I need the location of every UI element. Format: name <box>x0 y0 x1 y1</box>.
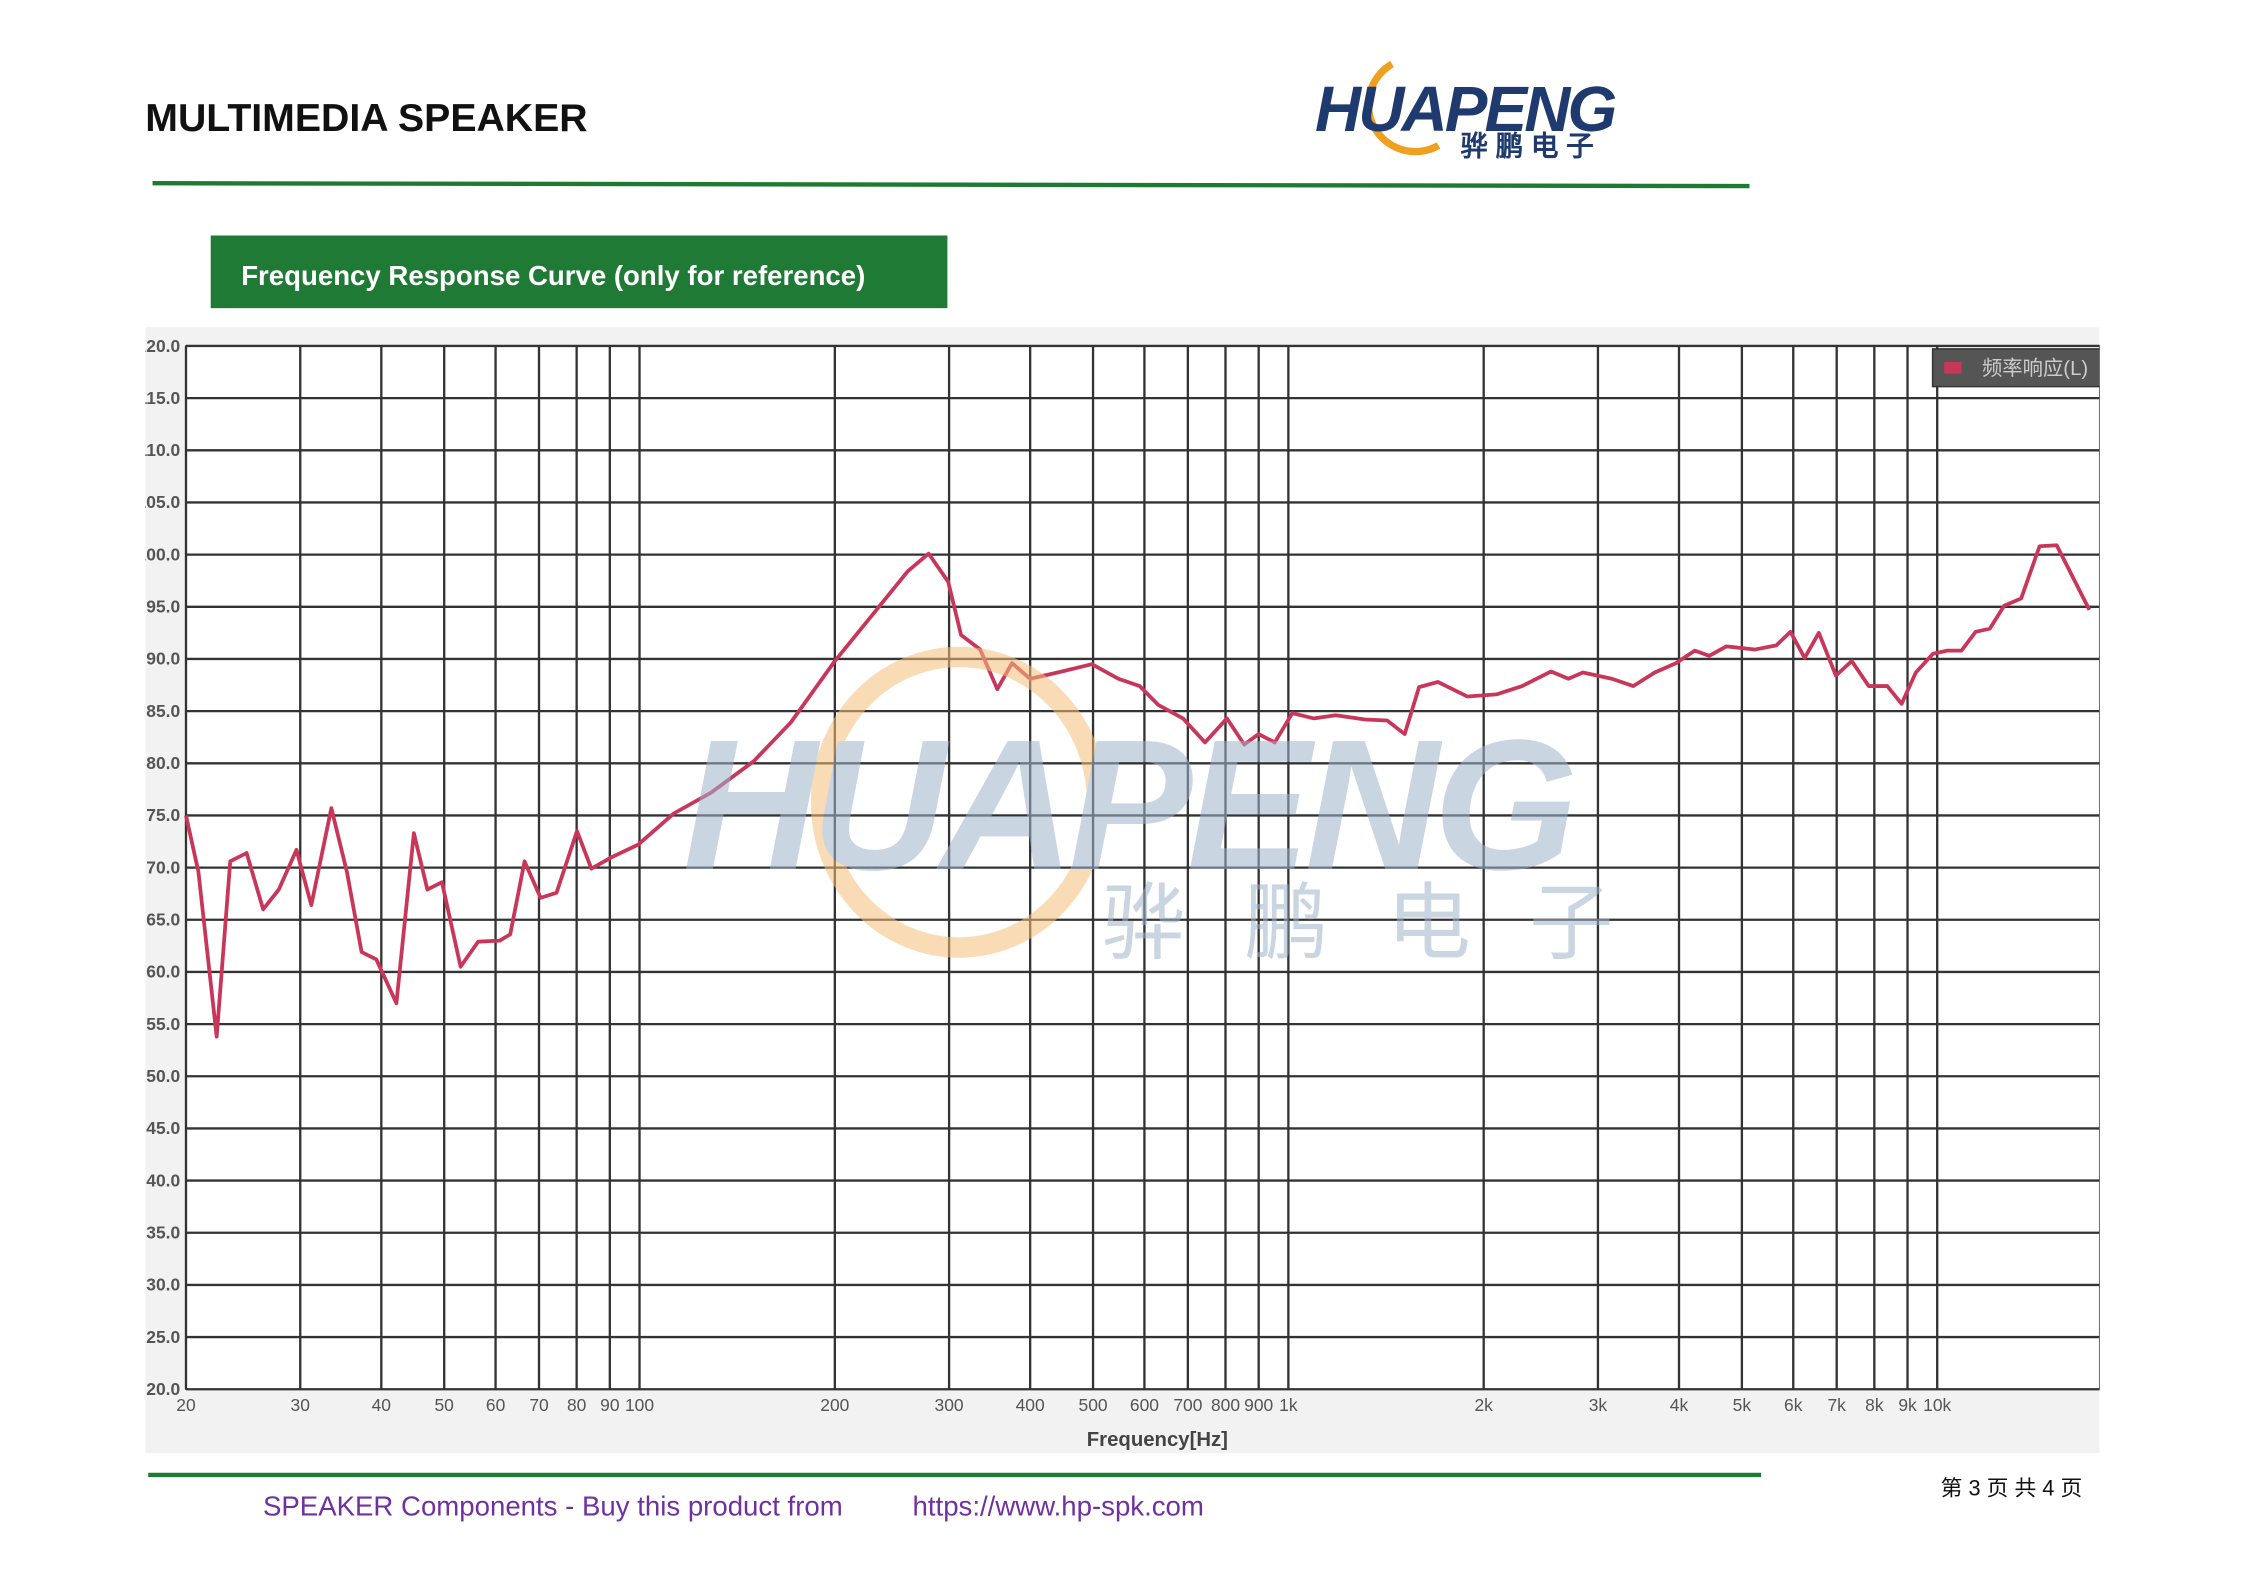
y-tick-label: 70.0 <box>146 857 180 877</box>
x-tick-label: 40 <box>372 1395 392 1415</box>
y-tick-label: 75.0 <box>146 805 180 825</box>
page-title: MULTIMEDIA SPEAKER <box>145 96 587 140</box>
watermark-subtitle: 骅 鹏 电 子 <box>1101 876 1630 970</box>
x-tick-label: 200 <box>820 1395 849 1415</box>
x-tick-label: 60 <box>486 1395 506 1415</box>
x-tick-label: 700 <box>1173 1395 1202 1415</box>
y-tick-label: 25.0 <box>146 1327 180 1347</box>
x-tick-label: 10k <box>1923 1395 1951 1415</box>
x-tick-label: 900 <box>1244 1395 1273 1415</box>
y-tick-label: 30.0 <box>146 1275 180 1295</box>
y-tick-label: 85.0 <box>146 701 180 721</box>
x-tick-label: 90 <box>600 1395 620 1415</box>
y-tick-label: 100.0 <box>137 544 181 564</box>
y-tick-label: 45.0 <box>146 1118 180 1138</box>
x-tick-label: 300 <box>935 1395 964 1415</box>
legend: 频率响应(L) <box>1931 348 2100 388</box>
x-tick-label: 100 <box>625 1395 654 1415</box>
x-tick-label: 1k <box>1279 1395 1298 1415</box>
legend-label: 频率响应(L) <box>1982 357 2088 380</box>
x-tick-label: 500 <box>1079 1395 1108 1415</box>
x-tick-label: 30 <box>291 1395 311 1415</box>
x-tick-label: 3k <box>1589 1395 1608 1415</box>
y-tick-label: 65.0 <box>146 910 180 930</box>
y-tick-label: 80.0 <box>146 753 180 773</box>
watermark: HUAPENG 骅 鹏 电 子 <box>683 646 1630 970</box>
y-tick-label: 35.0 <box>146 1223 180 1243</box>
y-tick-label: 60.0 <box>146 962 180 982</box>
x-tick-label: 7k <box>1827 1395 1846 1415</box>
x-tick-label: 2k <box>1474 1395 1493 1415</box>
y-tick-label: 55.0 <box>146 1014 180 1034</box>
watermark-arc <box>810 646 1108 958</box>
y-tick-label: 90.0 <box>146 649 180 669</box>
section-title: Frequency Response Curve (only for refer… <box>241 260 865 291</box>
page-number: 第 3 页 共 4 页 <box>1941 1475 2083 1500</box>
logo-subtitle: 骅 鹏 电 子 <box>1460 131 1593 162</box>
header-rule <box>152 181 1750 189</box>
y-tick-label: 110.0 <box>138 440 181 460</box>
legend-swatch <box>1944 361 1962 374</box>
x-tick-label: 20 <box>176 1395 196 1415</box>
section-box <box>210 235 948 309</box>
logo: HUAPENG 骅 鹏 电 子 <box>1315 60 1618 162</box>
logo-arc <box>1364 60 1441 156</box>
x-tick-label: 4k <box>1670 1395 1689 1415</box>
y-tick-label: 20.0 <box>146 1379 180 1399</box>
x-tick-label: 6k <box>1784 1395 1803 1415</box>
x-tick-label: 5k <box>1733 1395 1752 1415</box>
series-line <box>184 543 2092 1039</box>
x-tick-label: 400 <box>1016 1395 1045 1415</box>
x-tick-label: 600 <box>1130 1395 1159 1415</box>
footer-text: SPEAKER Components - Buy this product fr… <box>263 1491 843 1522</box>
chart: 120.0 115.0 110.0 105.0 100.0 95.0 90.0 85.0 80.… <box>137 327 2100 1454</box>
y-tick-label: 50.0 <box>146 1066 180 1086</box>
x-tick-label: 70 <box>529 1395 549 1415</box>
x-tick-label: 8k <box>1865 1395 1884 1415</box>
x-tick-label: 800 <box>1211 1395 1240 1415</box>
y-tick-label: 120.0 <box>137 336 181 356</box>
y-tick-label: 95.0 <box>146 597 180 617</box>
y-tick-label: 40.0 <box>146 1170 180 1190</box>
y-tick-label: 105.0 <box>137 492 181 512</box>
y-tick-label: 115.0 <box>138 388 181 408</box>
x-tick-label: 80 <box>567 1395 587 1415</box>
logo-name: HUAPENG <box>1315 73 1615 145</box>
footer-url: https://www.hp-spk.com <box>913 1491 1204 1522</box>
x-axis-label: Frequency[Hz] <box>1087 1429 1228 1451</box>
x-tick-label: 50 <box>434 1395 454 1415</box>
x-tick-label: 9k <box>1898 1395 1917 1415</box>
watermark-name: HUAPENG <box>683 702 1572 909</box>
